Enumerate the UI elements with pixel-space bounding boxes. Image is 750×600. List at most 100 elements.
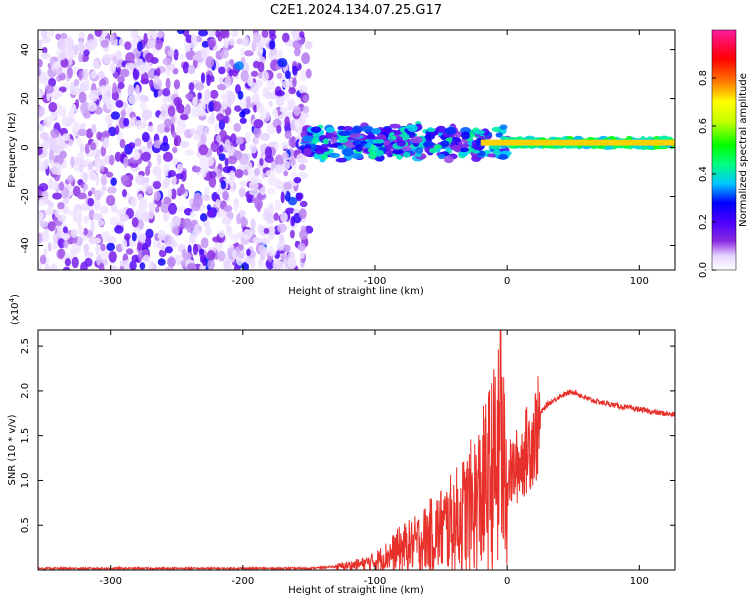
heat-cell [291, 158, 296, 166]
y-tick-label: 1.5 [20, 428, 31, 444]
heat-cell [48, 201, 55, 209]
heat-cell [218, 229, 225, 238]
heat-cell [201, 194, 211, 201]
heat-cell [487, 153, 497, 158]
heat-cell [75, 208, 83, 220]
heat-cell [76, 137, 82, 147]
heat-cell [320, 154, 329, 160]
heat-cell [378, 128, 391, 135]
heat-cell [371, 127, 382, 135]
heat-cell [291, 135, 296, 148]
heat-cell [130, 116, 138, 127]
heat-cell [97, 71, 105, 79]
heat-cell [119, 68, 130, 78]
heat-cell [190, 128, 197, 135]
heat-cell [94, 189, 102, 201]
heat-cell [192, 243, 199, 256]
heat-cell [310, 126, 322, 133]
heat-cell [65, 36, 73, 45]
heat-cell [182, 61, 190, 74]
heat-cell [329, 152, 341, 159]
heat-cell [142, 109, 153, 120]
heat-cell [202, 257, 207, 267]
x-tick-label: -300 [99, 576, 122, 587]
heat-cell [301, 52, 311, 65]
spectrogram-frame [37, 29, 676, 271]
heat-cell [276, 241, 285, 251]
y-tick-label: 1.0 [20, 472, 31, 488]
colorbar: 0.0 0.2 0.4 0.6 0.8 Normalized spectral ampl… [698, 29, 749, 278]
heat-cell [230, 178, 235, 191]
heat-cell [499, 124, 508, 130]
heat-cell [396, 139, 406, 147]
heat-cell [63, 239, 69, 249]
heat-cell [298, 84, 308, 94]
heat-cell [167, 105, 176, 117]
heat-cell [274, 154, 284, 167]
heat-cell [38, 141, 41, 149]
heat-cell [247, 166, 253, 178]
heat-cell [287, 196, 298, 206]
heat-cell [261, 35, 270, 44]
heat-cell [141, 151, 151, 162]
heat-cell [48, 178, 54, 190]
heat-cell [78, 70, 83, 82]
heat-cell [124, 41, 132, 50]
heat-cell [71, 256, 79, 269]
heat-cell [88, 161, 94, 171]
heat-cell [222, 166, 232, 174]
heat-cell [293, 176, 302, 184]
heat-cell [78, 52, 84, 63]
heat-cell [138, 198, 148, 210]
heat-cell [194, 82, 205, 91]
heat-cell [250, 82, 259, 94]
heat-cell [444, 127, 457, 135]
heat-cell [59, 51, 66, 61]
heat-cell [296, 153, 306, 164]
heat-cell [136, 233, 147, 242]
heat-cell [145, 235, 152, 248]
heat-cell [88, 89, 99, 102]
heat-cell [141, 211, 148, 222]
heat-cell [144, 52, 154, 63]
heat-cell [171, 174, 177, 187]
heat-cell [216, 113, 225, 122]
heat-cell [67, 66, 73, 79]
x-tick-label: 0 [504, 276, 510, 287]
heat-cell [158, 249, 167, 258]
snr-frame [37, 329, 676, 571]
heat-cell [265, 258, 275, 270]
heat-cell [163, 176, 171, 188]
heat-cell [95, 174, 100, 187]
heat-cell [57, 201, 65, 210]
heat-cell [219, 30, 229, 38]
heat-cell [68, 209, 73, 216]
x-tick-label: -200 [231, 576, 254, 587]
heat-cell [86, 39, 96, 51]
heat-cell [250, 70, 259, 77]
heat-cell [196, 124, 207, 137]
heat-cell [216, 211, 224, 218]
heat-cell [435, 125, 447, 133]
heat-cell [230, 133, 237, 145]
heat-cell [52, 233, 58, 244]
heat-cell [50, 263, 58, 270]
heat-cell [284, 70, 291, 80]
heat-cell [199, 48, 208, 60]
heat-cell [218, 153, 226, 161]
heat-cell [221, 100, 228, 110]
heat-cell [298, 171, 309, 179]
heat-cell [383, 140, 390, 146]
heat-cell [156, 123, 165, 134]
heat-cell [167, 188, 173, 199]
heat-cell [234, 168, 244, 179]
heat-cell [108, 265, 118, 270]
heat-cell [84, 143, 90, 155]
heat-cell [450, 144, 461, 151]
heat-cell [269, 40, 276, 50]
heat-cell [253, 126, 262, 138]
heat-cell [134, 58, 144, 71]
heat-cell [156, 67, 161, 77]
heat-cell [63, 266, 71, 270]
